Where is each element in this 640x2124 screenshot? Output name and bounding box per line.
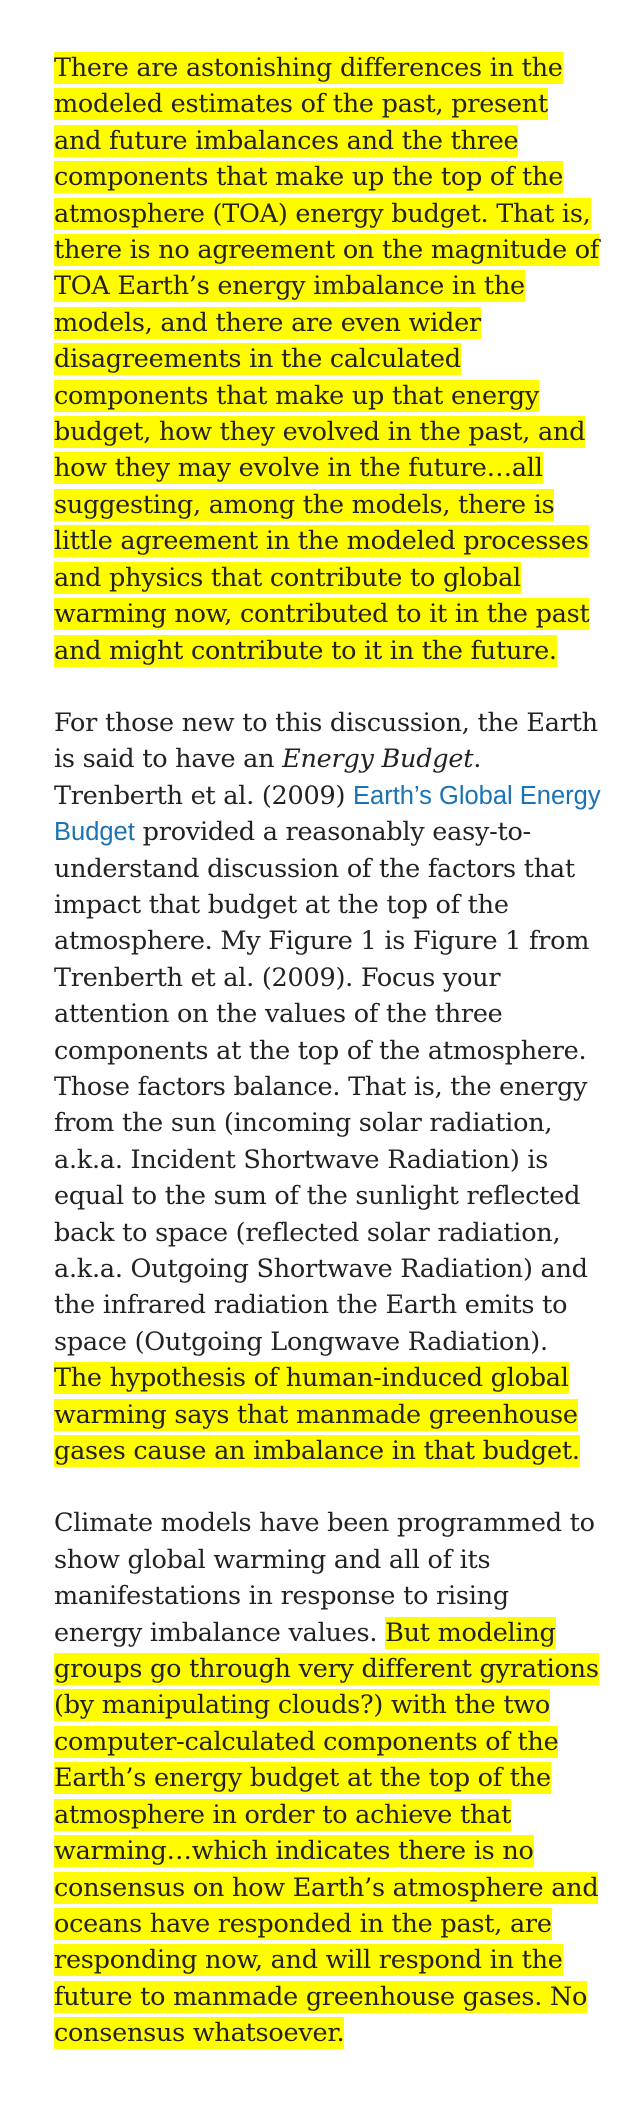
highlighted-text: But modeling groups go through very diff… bbox=[54, 1616, 599, 2050]
highlighted-text: The hypothesis of human-induced global w… bbox=[54, 1362, 580, 1468]
italic-term: Energy Budget bbox=[282, 744, 474, 775]
paragraph-3: Climate models have been programmed to s… bbox=[54, 1505, 602, 2051]
article-body: There are astonishing differences in the… bbox=[54, 50, 602, 2088]
paragraph-1: There are astonishing differences in the… bbox=[54, 50, 602, 669]
paragraph-2: For those new to this discussion, the Ea… bbox=[54, 705, 602, 1470]
paragraph-text: provided a reasonably easy-to-understand… bbox=[54, 817, 590, 1357]
highlighted-text: There are astonishing differences in the… bbox=[54, 52, 600, 667]
paragraph-text: For those new to this discussion, the Ea… bbox=[54, 707, 598, 775]
energy-budget-link[interactable]: Earth’s Global Energy Budget bbox=[54, 781, 601, 847]
paragraph-text: . Trenberth et al. (2009) bbox=[54, 744, 482, 811]
paragraph-text: Climate models have been programmed to s… bbox=[54, 1508, 595, 1648]
